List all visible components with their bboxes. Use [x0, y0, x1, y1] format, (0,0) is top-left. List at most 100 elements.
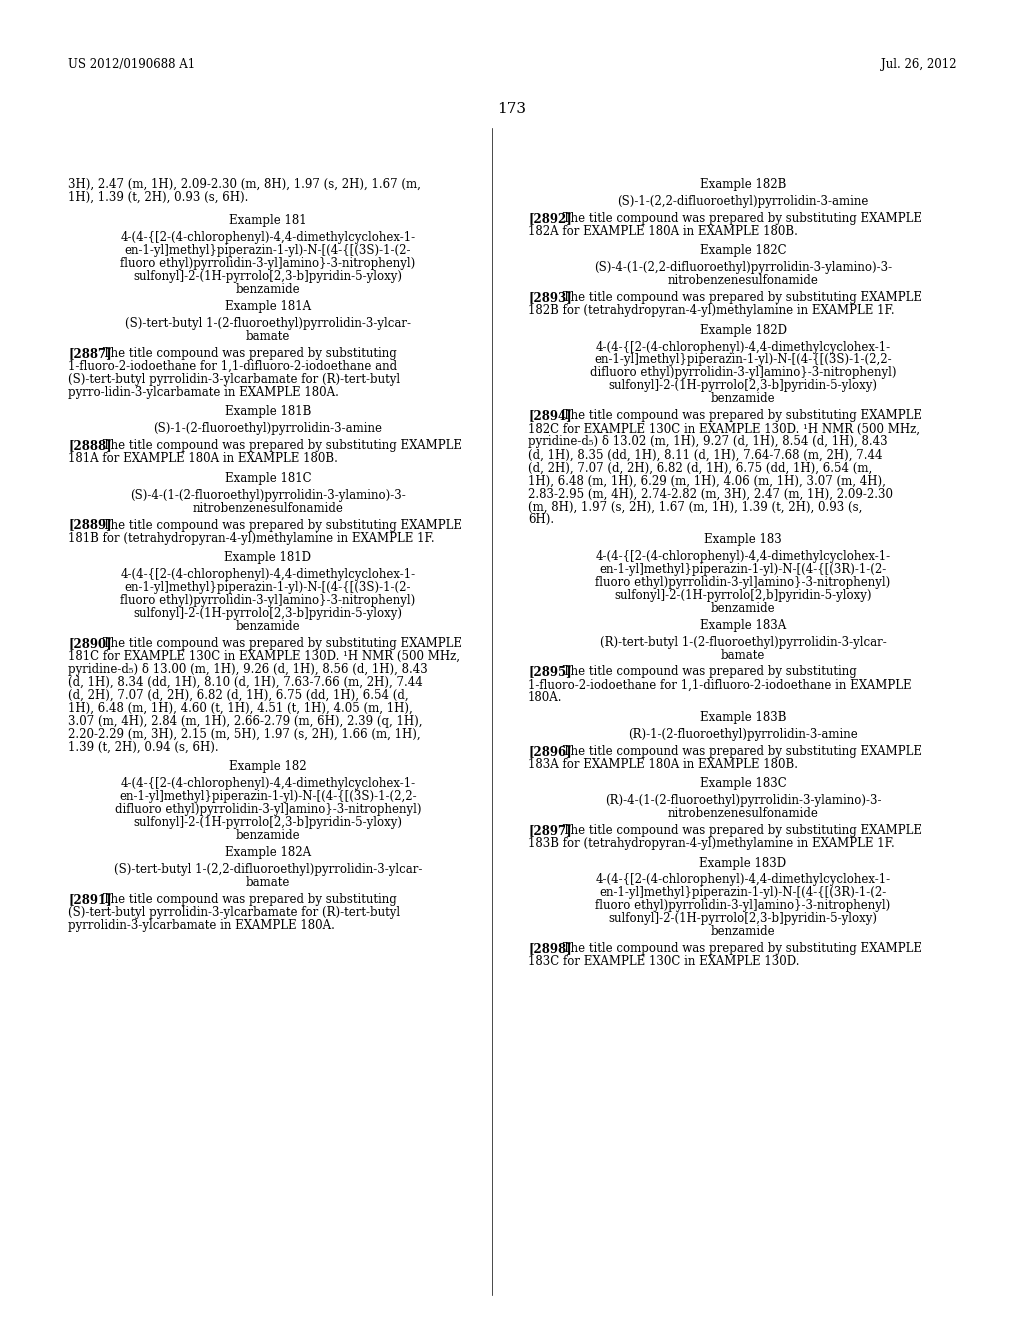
Text: (R)-tert-butyl 1-(2-fluoroethyl)pyrrolidin-3-ylcar-: (R)-tert-butyl 1-(2-fluoroethyl)pyrrolid…: [600, 636, 887, 648]
Text: en-1-yl]methyl}piperazin-1-yl)-N-[(4-{[(3S)-1-(2,2-: en-1-yl]methyl}piperazin-1-yl)-N-[(4-{[(…: [594, 354, 892, 367]
Text: fluoro ethyl)pyrrolidin-3-yl]amino}-3-nitrophenyl): fluoro ethyl)pyrrolidin-3-yl]amino}-3-ni…: [121, 594, 416, 607]
Text: 4-(4-{[2-(4-chlorophenyl)-4,4-dimethylcyclohex-1-: 4-(4-{[2-(4-chlorophenyl)-4,4-dimethylcy…: [121, 231, 416, 244]
Text: [2893]: [2893]: [528, 292, 571, 304]
Text: Example 183D: Example 183D: [699, 857, 786, 870]
Text: 3.07 (m, 4H), 2.84 (m, 1H), 2.66-2.79 (m, 6H), 2.39 (q, 1H),: 3.07 (m, 4H), 2.84 (m, 1H), 2.66-2.79 (m…: [68, 715, 423, 727]
Text: Example 181: Example 181: [229, 214, 307, 227]
Text: Example 181B: Example 181B: [225, 405, 311, 418]
Text: 182A for EXAMPLE 180A in EXAMPLE 180B.: 182A for EXAMPLE 180A in EXAMPLE 180B.: [528, 224, 798, 238]
Text: 180A.: 180A.: [528, 692, 562, 705]
Text: Example 183A: Example 183A: [699, 619, 786, 632]
Text: en-1-yl]methyl}piperazin-1-yl)-N-[(4-{[(3S)-1-(2-: en-1-yl]methyl}piperazin-1-yl)-N-[(4-{[(…: [125, 581, 412, 594]
Text: pyrrolidin-3-ylcarbamate in EXAMPLE 180A.: pyrrolidin-3-ylcarbamate in EXAMPLE 180A…: [68, 919, 335, 932]
Text: nitrobenzenesulfonamide: nitrobenzenesulfonamide: [668, 275, 818, 288]
Text: sulfonyl]-2-(1H-pyrrolo[2,3-b]pyridin-5-yloxy): sulfonyl]-2-(1H-pyrrolo[2,3-b]pyridin-5-…: [133, 607, 402, 620]
Text: [2889]: [2889]: [68, 519, 112, 532]
Text: pyridine-d₅) δ 13.00 (m, 1H), 9.26 (d, 1H), 8.56 (d, 1H), 8.43: pyridine-d₅) δ 13.00 (m, 1H), 9.26 (d, 1…: [68, 663, 428, 676]
Text: 1.39 (t, 2H), 0.94 (s, 6H).: 1.39 (t, 2H), 0.94 (s, 6H).: [68, 741, 219, 754]
Text: sulfonyl]-2-(1H-pyrrolo[2,3-b]pyridin-5-yloxy): sulfonyl]-2-(1H-pyrrolo[2,3-b]pyridin-5-…: [608, 912, 878, 925]
Text: Example 182C: Example 182C: [699, 244, 786, 257]
Text: US 2012/0190688 A1: US 2012/0190688 A1: [68, 58, 196, 71]
Text: nitrobenzenesulfonamide: nitrobenzenesulfonamide: [193, 502, 343, 515]
Text: (S)-4-(1-(2,2-difluoroethyl)pyrrolidin-3-ylamino)-3-: (S)-4-(1-(2,2-difluoroethyl)pyrrolidin-3…: [594, 261, 892, 275]
Text: en-1-yl]methyl}piperazin-1-yl)-N-[(4-{[(3R)-1-(2-: en-1-yl]methyl}piperazin-1-yl)-N-[(4-{[(…: [599, 887, 887, 899]
Text: Example 182B: Example 182B: [699, 178, 786, 191]
Text: [2894]: [2894]: [528, 409, 571, 422]
Text: benzamide: benzamide: [711, 602, 775, 615]
Text: Example 183C: Example 183C: [699, 777, 786, 791]
Text: 181C for EXAMPLE 130C in EXAMPLE 130D. ¹H NMR (500 MHz,: 181C for EXAMPLE 130C in EXAMPLE 130D. ¹…: [68, 649, 460, 663]
Text: Example 182D: Example 182D: [699, 323, 786, 337]
Text: 181B for (tetrahydropyran-4-yl)methylamine in EXAMPLE 1F.: 181B for (tetrahydropyran-4-yl)methylami…: [68, 532, 434, 545]
Text: The title compound was prepared by substituting: The title compound was prepared by subst…: [559, 665, 857, 678]
Text: 181A for EXAMPLE 180A in EXAMPLE 180B.: 181A for EXAMPLE 180A in EXAMPLE 180B.: [68, 453, 338, 465]
Text: 4-(4-{[2-(4-chlorophenyl)-4,4-dimethylcyclohex-1-: 4-(4-{[2-(4-chlorophenyl)-4,4-dimethylcy…: [121, 568, 416, 581]
Text: pyrro-lidin-3-ylcarbamate in EXAMPLE 180A.: pyrro-lidin-3-ylcarbamate in EXAMPLE 180…: [68, 385, 339, 399]
Text: Example 181C: Example 181C: [224, 471, 311, 484]
Text: 1H), 6.48 (m, 1H), 4.60 (t, 1H), 4.51 (t, 1H), 4.05 (m, 1H),: 1H), 6.48 (m, 1H), 4.60 (t, 1H), 4.51 (t…: [68, 702, 413, 715]
Text: Example 182: Example 182: [229, 760, 307, 774]
Text: benzamide: benzamide: [236, 829, 300, 842]
Text: benzamide: benzamide: [236, 620, 300, 634]
Text: benzamide: benzamide: [711, 925, 775, 939]
Text: fluoro ethyl)pyrrolidin-3-yl]amino}-3-nitrophenyl): fluoro ethyl)pyrrolidin-3-yl]amino}-3-ni…: [121, 257, 416, 271]
Text: (d, 1H), 8.35 (dd, 1H), 8.11 (d, 1H), 7.64-7.68 (m, 2H), 7.44: (d, 1H), 8.35 (dd, 1H), 8.11 (d, 1H), 7.…: [528, 449, 883, 462]
Text: The title compound was prepared by substituting EXAMPLE: The title compound was prepared by subst…: [559, 744, 922, 758]
Text: The title compound was prepared by substituting: The title compound was prepared by subst…: [99, 347, 396, 360]
Text: [2896]: [2896]: [528, 744, 571, 758]
Text: 6H).: 6H).: [528, 513, 554, 527]
Text: nitrobenzenesulfonamide: nitrobenzenesulfonamide: [668, 808, 818, 820]
Text: (S)-1-(2,2-difluoroethyl)pyrrolidin-3-amine: (S)-1-(2,2-difluoroethyl)pyrrolidin-3-am…: [617, 195, 868, 209]
Text: 4-(4-{[2-(4-chlorophenyl)-4,4-dimethylcyclohex-1-: 4-(4-{[2-(4-chlorophenyl)-4,4-dimethylcy…: [595, 550, 891, 562]
Text: (R)-1-(2-fluoroethyl)pyrrolidin-3-amine: (R)-1-(2-fluoroethyl)pyrrolidin-3-amine: [628, 727, 858, 741]
Text: 1-fluoro-2-iodoethane for 1,1-difluoro-2-iodoethane and: 1-fluoro-2-iodoethane for 1,1-difluoro-2…: [68, 360, 397, 374]
Text: difluoro ethyl)pyrrolidin-3-yl]amino}-3-nitrophenyl): difluoro ethyl)pyrrolidin-3-yl]amino}-3-…: [115, 804, 421, 816]
Text: [2898]: [2898]: [528, 942, 571, 956]
Text: pyridine-d₅) δ 13.02 (m, 1H), 9.27 (d, 1H), 8.54 (d, 1H), 8.43: pyridine-d₅) δ 13.02 (m, 1H), 9.27 (d, 1…: [528, 436, 888, 449]
Text: sulfonyl]-2-(1H-pyrrolo[2,3-b]pyridin-5-yloxy): sulfonyl]-2-(1H-pyrrolo[2,3-b]pyridin-5-…: [133, 271, 402, 284]
Text: [2890]: [2890]: [68, 636, 112, 649]
Text: [2897]: [2897]: [528, 824, 571, 837]
Text: benzamide: benzamide: [711, 392, 775, 405]
Text: 1H), 6.48 (m, 1H), 6.29 (m, 1H), 4.06 (m, 1H), 3.07 (m, 4H),: 1H), 6.48 (m, 1H), 6.29 (m, 1H), 4.06 (m…: [528, 474, 886, 487]
Text: The title compound was prepared by substituting EXAMPLE: The title compound was prepared by subst…: [559, 211, 922, 224]
Text: (S)-tert-butyl pyrrolidin-3-ylcarbamate for (R)-tert-butyl: (S)-tert-butyl pyrrolidin-3-ylcarbamate …: [68, 374, 400, 385]
Text: 182B for (tetrahydropyran-4-yl)methylamine in EXAMPLE 1F.: 182B for (tetrahydropyran-4-yl)methylami…: [528, 304, 895, 317]
Text: The title compound was prepared by substituting: The title compound was prepared by subst…: [99, 894, 396, 906]
Text: 1-fluoro-2-iodoethane for 1,1-difluoro-2-iodoethane in EXAMPLE: 1-fluoro-2-iodoethane for 1,1-difluoro-2…: [528, 678, 911, 692]
Text: [2887]: [2887]: [68, 347, 112, 360]
Text: 2.20-2.29 (m, 3H), 2.15 (m, 5H), 1.97 (s, 2H), 1.66 (m, 1H),: 2.20-2.29 (m, 3H), 2.15 (m, 5H), 1.97 (s…: [68, 727, 421, 741]
Text: Example 183B: Example 183B: [699, 711, 786, 723]
Text: Jul. 26, 2012: Jul. 26, 2012: [881, 58, 956, 71]
Text: bamate: bamate: [246, 330, 290, 343]
Text: 2.83-2.95 (m, 4H), 2.74-2.82 (m, 3H), 2.47 (m, 1H), 2.09-2.30: 2.83-2.95 (m, 4H), 2.74-2.82 (m, 3H), 2.…: [528, 487, 893, 500]
Text: Example 181D: Example 181D: [224, 550, 311, 564]
Text: Example 181A: Example 181A: [225, 300, 311, 313]
Text: sulfonyl]-2-(1H-pyrrolo[2,3-b]pyridin-5-yloxy): sulfonyl]-2-(1H-pyrrolo[2,3-b]pyridin-5-…: [608, 380, 878, 392]
Text: 183C for EXAMPLE 130C in EXAMPLE 130D.: 183C for EXAMPLE 130C in EXAMPLE 130D.: [528, 956, 800, 969]
Text: en-1-yl]methyl}piperazin-1-yl)-N-[(4-{[(3S)-1-(2-: en-1-yl]methyl}piperazin-1-yl)-N-[(4-{[(…: [125, 244, 412, 257]
Text: 3H), 2.47 (m, 1H), 2.09-2.30 (m, 8H), 1.97 (s, 2H), 1.67 (m,: 3H), 2.47 (m, 1H), 2.09-2.30 (m, 8H), 1.…: [68, 178, 421, 191]
Text: The title compound was prepared by substituting EXAMPLE: The title compound was prepared by subst…: [559, 409, 922, 422]
Text: 4-(4-{[2-(4-chlorophenyl)-4,4-dimethylcyclohex-1-: 4-(4-{[2-(4-chlorophenyl)-4,4-dimethylcy…: [595, 341, 891, 354]
Text: (d, 2H), 7.07 (d, 2H), 6.82 (d, 1H), 6.75 (dd, 1H), 6.54 (m,: (d, 2H), 7.07 (d, 2H), 6.82 (d, 1H), 6.7…: [528, 462, 872, 474]
Text: The title compound was prepared by substituting EXAMPLE: The title compound was prepared by subst…: [99, 636, 462, 649]
Text: en-1-yl]methyl}piperazin-1-yl)-N-[(4-{[(3R)-1-(2-: en-1-yl]methyl}piperazin-1-yl)-N-[(4-{[(…: [599, 562, 887, 576]
Text: The title compound was prepared by substituting EXAMPLE: The title compound was prepared by subst…: [559, 292, 922, 304]
Text: 1H), 1.39 (t, 2H), 0.93 (s, 6H).: 1H), 1.39 (t, 2H), 0.93 (s, 6H).: [68, 191, 249, 205]
Text: Example 182A: Example 182A: [225, 846, 311, 859]
Text: fluoro ethyl)pyrrolidin-3-yl]amino}-3-nitrophenyl): fluoro ethyl)pyrrolidin-3-yl]amino}-3-ni…: [595, 899, 891, 912]
Text: The title compound was prepared by substituting EXAMPLE: The title compound was prepared by subst…: [99, 519, 462, 532]
Text: [2892]: [2892]: [528, 211, 571, 224]
Text: (S)-1-(2-fluoroethyl)pyrrolidin-3-amine: (S)-1-(2-fluoroethyl)pyrrolidin-3-amine: [154, 422, 383, 436]
Text: fluoro ethyl)pyrrolidin-3-yl]amino}-3-nitrophenyl): fluoro ethyl)pyrrolidin-3-yl]amino}-3-ni…: [595, 576, 891, 589]
Text: [2888]: [2888]: [68, 440, 112, 453]
Text: (d, 2H), 7.07 (d, 2H), 6.82 (d, 1H), 6.75 (dd, 1H), 6.54 (d,: (d, 2H), 7.07 (d, 2H), 6.82 (d, 1H), 6.7…: [68, 689, 409, 702]
Text: en-1-yl]methyl}piperazin-1-yl)-N-[(4-{[(3S)-1-(2,2-: en-1-yl]methyl}piperazin-1-yl)-N-[(4-{[(…: [119, 791, 417, 804]
Text: (R)-4-(1-(2-fluoroethyl)pyrrolidin-3-ylamino)-3-: (R)-4-(1-(2-fluoroethyl)pyrrolidin-3-yla…: [605, 795, 882, 808]
Text: The title compound was prepared by substituting EXAMPLE: The title compound was prepared by subst…: [559, 942, 922, 956]
Text: 4-(4-{[2-(4-chlorophenyl)-4,4-dimethylcyclohex-1-: 4-(4-{[2-(4-chlorophenyl)-4,4-dimethylcy…: [121, 777, 416, 791]
Text: 183A for EXAMPLE 180A in EXAMPLE 180B.: 183A for EXAMPLE 180A in EXAMPLE 180B.: [528, 758, 798, 771]
Text: The title compound was prepared by substituting EXAMPLE: The title compound was prepared by subst…: [559, 824, 922, 837]
Text: 4-(4-{[2-(4-chlorophenyl)-4,4-dimethylcyclohex-1-: 4-(4-{[2-(4-chlorophenyl)-4,4-dimethylcy…: [595, 874, 891, 887]
